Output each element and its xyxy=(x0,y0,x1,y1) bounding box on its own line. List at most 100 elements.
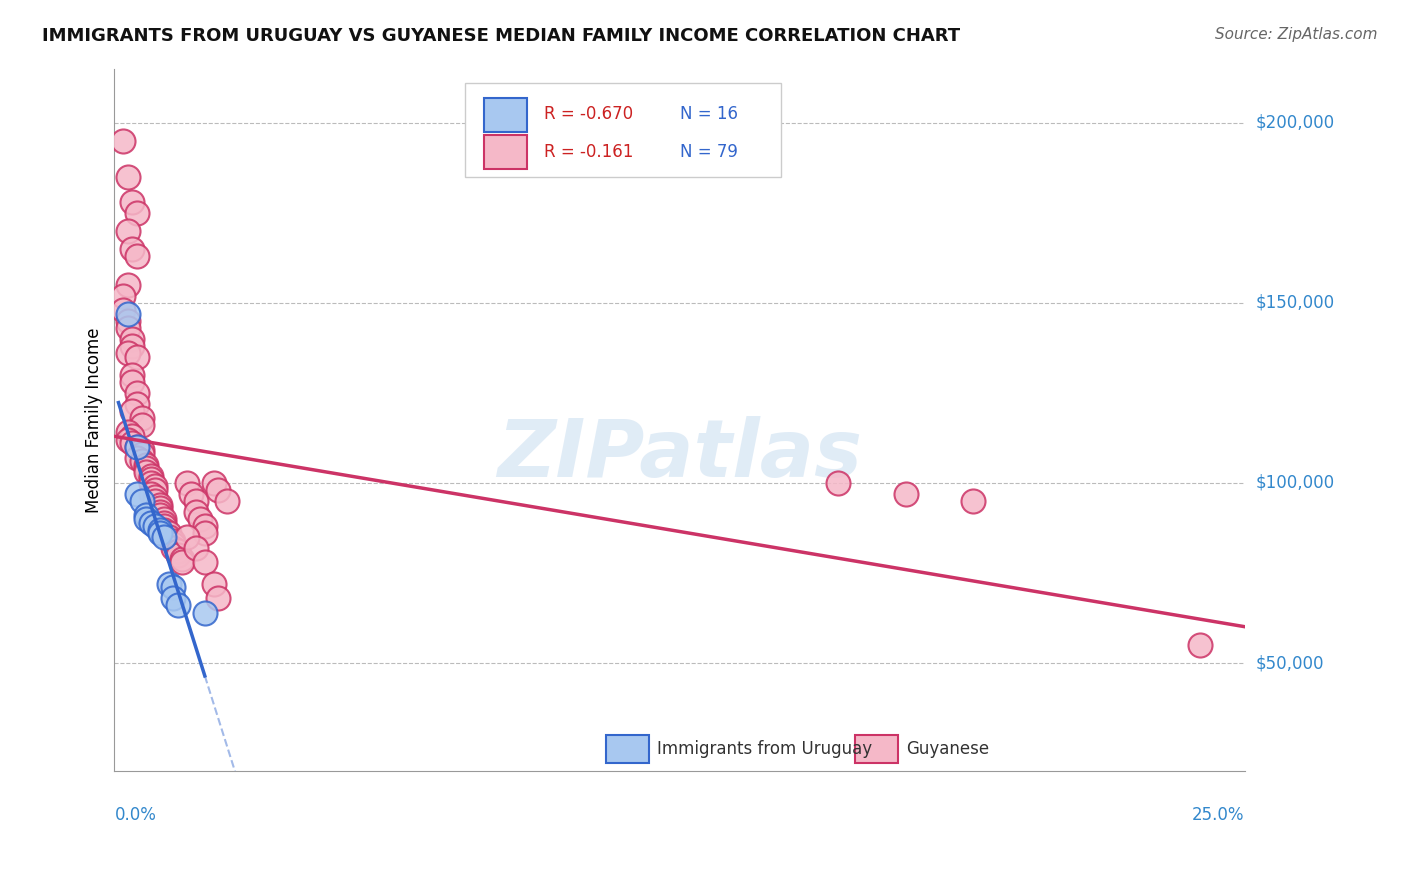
Text: Source: ZipAtlas.com: Source: ZipAtlas.com xyxy=(1215,27,1378,42)
Point xyxy=(117,224,139,238)
Point xyxy=(149,505,172,519)
Point xyxy=(162,541,184,555)
Point xyxy=(125,450,148,465)
Point xyxy=(125,385,148,400)
Point xyxy=(125,350,148,364)
Text: N = 79: N = 79 xyxy=(679,143,738,161)
Point xyxy=(143,483,166,497)
Point xyxy=(139,472,162,486)
Point xyxy=(125,249,148,263)
Text: $100,000: $100,000 xyxy=(1256,474,1336,491)
Point xyxy=(121,436,143,450)
Point xyxy=(112,302,135,317)
Point xyxy=(135,461,157,475)
Point xyxy=(153,516,176,530)
Point xyxy=(135,512,157,526)
Point xyxy=(149,498,172,512)
Point xyxy=(117,321,139,335)
Point xyxy=(157,530,180,544)
Text: R = -0.161: R = -0.161 xyxy=(544,143,633,161)
Point xyxy=(202,475,225,490)
Point xyxy=(188,512,211,526)
Point xyxy=(139,486,162,500)
Text: 0.0%: 0.0% xyxy=(114,806,156,824)
Point xyxy=(121,368,143,382)
Point xyxy=(121,242,143,256)
Point xyxy=(135,458,157,472)
Point xyxy=(143,519,166,533)
Point xyxy=(143,491,166,505)
Text: R = -0.670: R = -0.670 xyxy=(544,105,633,123)
Point xyxy=(117,425,139,440)
Point xyxy=(894,486,917,500)
Point xyxy=(125,205,148,219)
Point xyxy=(149,526,172,541)
Point xyxy=(131,454,153,468)
Point xyxy=(194,519,217,533)
Point xyxy=(125,396,148,410)
Point xyxy=(117,169,139,184)
Point xyxy=(139,468,162,483)
Point xyxy=(121,339,143,353)
Point xyxy=(166,599,188,613)
Point xyxy=(131,447,153,461)
Point xyxy=(166,548,188,562)
Text: Guyanese: Guyanese xyxy=(905,739,988,757)
Point xyxy=(125,440,148,454)
Point xyxy=(176,530,198,544)
Point xyxy=(217,494,239,508)
Point xyxy=(143,494,166,508)
Point xyxy=(121,194,143,209)
FancyBboxPatch shape xyxy=(606,735,650,763)
Point xyxy=(184,494,207,508)
Text: $50,000: $50,000 xyxy=(1256,654,1324,672)
Point xyxy=(117,346,139,360)
Point xyxy=(149,501,172,516)
Y-axis label: Median Family Income: Median Family Income xyxy=(86,327,103,513)
Point xyxy=(139,516,162,530)
Point xyxy=(162,537,184,551)
Point xyxy=(125,486,148,500)
Point xyxy=(149,523,172,537)
Point xyxy=(121,429,143,443)
Point xyxy=(125,440,148,454)
Point xyxy=(827,475,849,490)
Point xyxy=(149,508,172,523)
Point xyxy=(184,541,207,555)
Point xyxy=(117,314,139,328)
Point xyxy=(172,555,194,569)
Point xyxy=(139,475,162,490)
FancyBboxPatch shape xyxy=(484,136,527,169)
Point xyxy=(157,576,180,591)
Point xyxy=(162,533,184,548)
Point xyxy=(166,544,188,558)
Point xyxy=(131,418,153,433)
Text: $200,000: $200,000 xyxy=(1256,113,1336,131)
Point xyxy=(153,523,176,537)
Point xyxy=(131,443,153,458)
Point xyxy=(135,465,157,479)
FancyBboxPatch shape xyxy=(465,83,782,178)
Point xyxy=(117,277,139,292)
Point xyxy=(121,375,143,389)
Point xyxy=(162,580,184,594)
Point xyxy=(143,479,166,493)
Point xyxy=(153,530,176,544)
Point xyxy=(194,555,217,569)
Point xyxy=(131,494,153,508)
Point xyxy=(157,526,180,541)
Point xyxy=(117,433,139,447)
Point xyxy=(184,505,207,519)
Point xyxy=(180,486,202,500)
Point xyxy=(207,591,229,606)
Point xyxy=(112,288,135,302)
Text: 25.0%: 25.0% xyxy=(1192,806,1244,824)
Point xyxy=(172,551,194,566)
Text: Immigrants from Uruguay: Immigrants from Uruguay xyxy=(657,739,872,757)
Point xyxy=(194,606,217,620)
Point xyxy=(194,526,217,541)
Point xyxy=(121,332,143,346)
FancyBboxPatch shape xyxy=(484,98,527,132)
Point xyxy=(153,512,176,526)
Point xyxy=(1188,638,1211,652)
